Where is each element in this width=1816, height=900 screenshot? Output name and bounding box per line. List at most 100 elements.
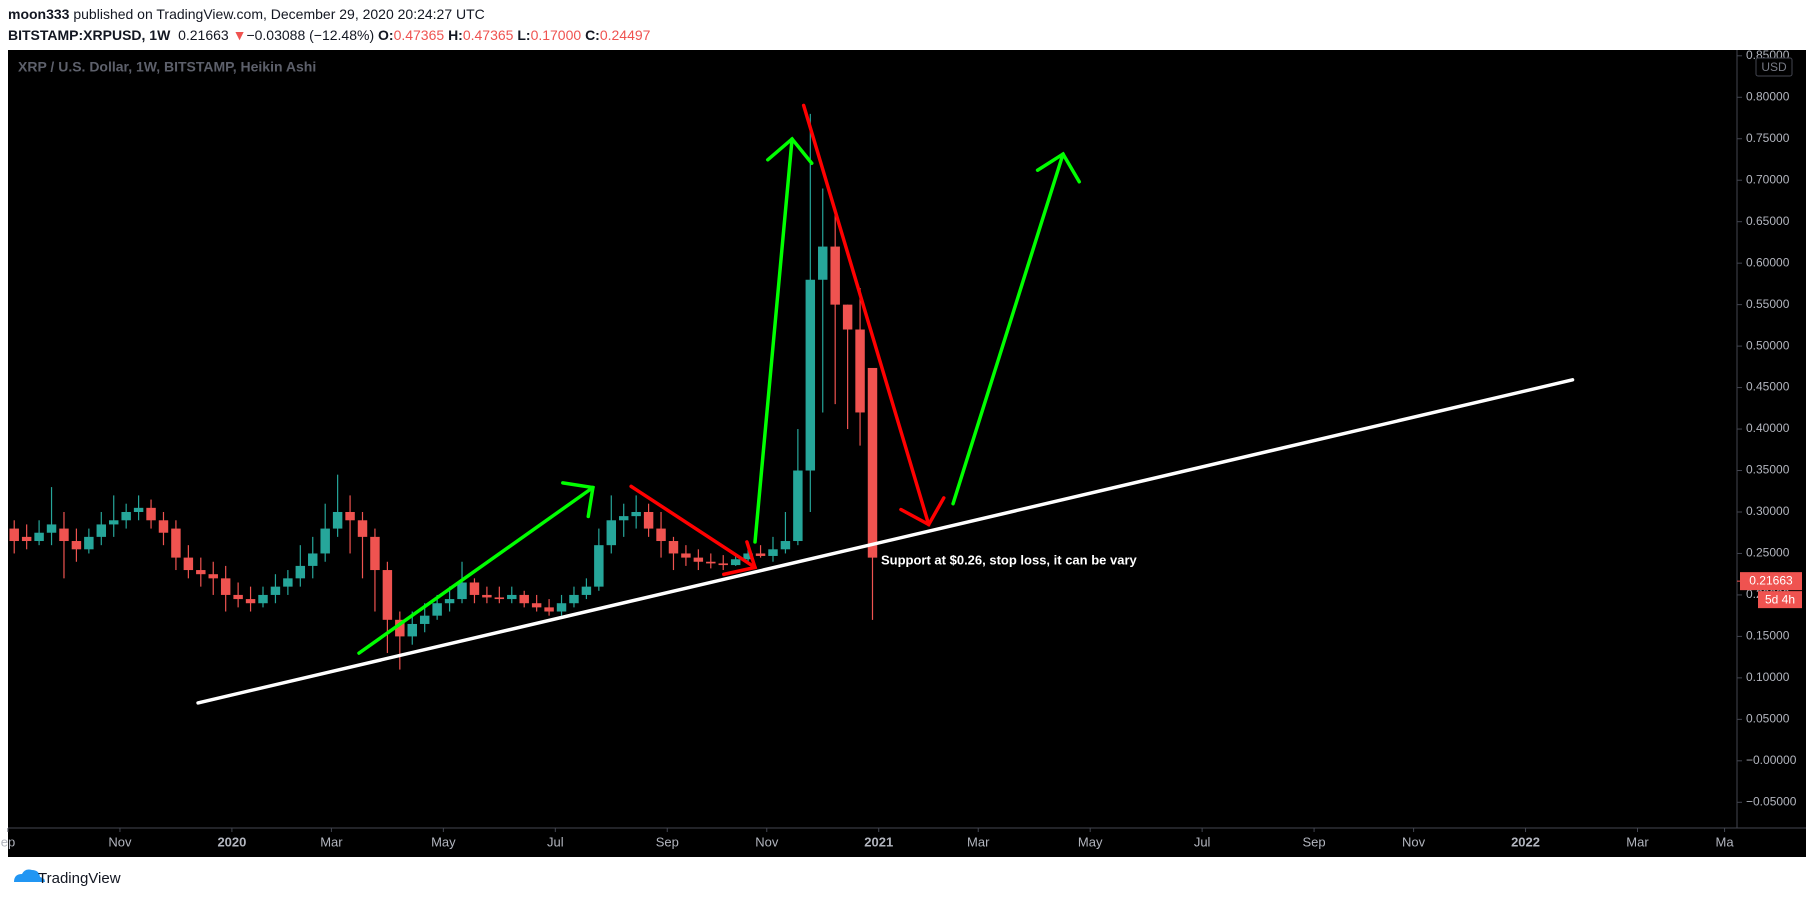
candle-body <box>780 541 791 550</box>
candle-body <box>482 594 492 598</box>
candle-body <box>96 524 107 537</box>
candle-body <box>46 524 57 533</box>
quote-line: BITSTAMP:XRPUSD, 1W 0.21663 ▼−0.03088 (−… <box>8 25 650 46</box>
y-tick-label: 0.20000 <box>1746 587 1790 601</box>
candle-body <box>668 541 679 554</box>
candle-body <box>258 594 268 604</box>
y-tick-label: 0.60000 <box>1746 255 1790 269</box>
c-value: 0.24497 <box>599 27 651 43</box>
last-price-label: 0.21663 <box>1749 573 1793 587</box>
x-tick-label: Nov <box>755 834 779 849</box>
candle-body <box>308 553 318 566</box>
y-tick-label: 0.15000 <box>1746 629 1790 643</box>
x-tick-label: 2022 <box>1511 834 1540 849</box>
candle-body <box>469 582 480 595</box>
logo-icon <box>14 869 45 882</box>
y-tick-label: 0.25000 <box>1746 546 1790 560</box>
candle-body <box>531 603 542 608</box>
candle-body <box>208 574 218 579</box>
arrow-head <box>766 136 814 166</box>
candle-body <box>171 528 181 558</box>
y-tick-label: 0.65000 <box>1746 214 1790 228</box>
y-tick-label: 0.10000 <box>1746 670 1790 684</box>
candle-body <box>233 594 243 600</box>
o-label: O: <box>378 27 394 43</box>
arrow-head <box>1035 151 1081 184</box>
y-tick-label: 0.80000 <box>1746 89 1790 103</box>
x-tick-label: Nov <box>1402 834 1426 849</box>
currency-box <box>1755 57 1793 77</box>
candle-body <box>196 570 206 575</box>
candle-body <box>494 597 505 600</box>
arrow: ▼ <box>232 27 247 43</box>
arrow-head <box>722 540 758 577</box>
candle-body <box>755 553 766 556</box>
candle-body <box>320 528 330 554</box>
candle-body <box>370 536 380 571</box>
o-value: 0.47365 <box>393 27 445 43</box>
candle-body <box>332 511 343 529</box>
y-tick-label: 0.35000 <box>1746 463 1790 477</box>
x-tick-label: Jul <box>1194 834 1211 849</box>
x-tick-label: ep <box>1 834 15 849</box>
candle-body <box>59 528 69 542</box>
countdown-box <box>1758 591 1802 609</box>
h-value: 0.47365 <box>462 27 514 43</box>
brand[interactable]: TradingView <box>38 870 121 887</box>
candle-body <box>631 511 641 517</box>
arrow-line <box>753 137 794 544</box>
candle-body <box>818 246 828 280</box>
candle-body <box>21 536 32 542</box>
candle-body <box>581 586 592 595</box>
x-tick-label: Mar <box>1626 834 1649 849</box>
y-tick-label: 0.40000 <box>1746 421 1790 435</box>
candle-body <box>457 582 467 600</box>
y-tick-label: 0.75000 <box>1746 131 1790 145</box>
header: moon333 published on TradingView.com, De… <box>8 4 650 46</box>
candle-body <box>693 557 704 562</box>
y-tick-label: 0.45000 <box>1746 380 1790 394</box>
last-price-box <box>1740 572 1802 591</box>
trendline <box>196 378 1575 705</box>
candle-body <box>706 561 716 564</box>
publish-line: moon333 published on TradingView.com, De… <box>8 4 650 25</box>
arrow-line <box>357 485 595 655</box>
y-tick-label: 0.30000 <box>1746 504 1790 518</box>
x-tick-label: Jul <box>547 834 564 849</box>
arrow-line <box>801 103 931 527</box>
candle-body <box>830 246 840 305</box>
candle-body <box>643 511 654 529</box>
last: 0.21663 <box>178 27 229 43</box>
drawings <box>196 103 1575 705</box>
candle-body <box>407 623 417 637</box>
author[interactable]: moon333 <box>8 6 70 22</box>
y-tick-label: 0.50000 <box>1746 338 1790 352</box>
candle-body <box>805 279 816 471</box>
candle-body <box>419 615 430 624</box>
x-tick-label: May <box>1078 834 1103 849</box>
x-tick-label: Sep <box>656 834 679 849</box>
candle-body <box>730 559 741 566</box>
annotation: Support at $0.26, stop loss, it can be v… <box>881 552 1138 567</box>
x-tick-label: Ma <box>1716 834 1735 849</box>
candle-body <box>395 619 405 637</box>
candle-body <box>382 570 393 620</box>
l-value: 0.17000 <box>530 27 582 43</box>
candle-body <box>295 565 306 579</box>
candle-body <box>444 599 455 604</box>
candle-body <box>245 599 256 604</box>
x-tick-label: Mar <box>320 834 343 849</box>
candle-body <box>34 532 44 542</box>
candle-body <box>9 528 19 542</box>
x-tick-label: Sep <box>1303 834 1326 849</box>
arrow-line <box>951 152 1065 506</box>
arrow-head <box>561 481 595 519</box>
candle-body <box>606 520 617 546</box>
candle-body <box>556 603 567 612</box>
candle-body <box>544 607 554 612</box>
y-tick-label: −0.00000 <box>1746 753 1797 767</box>
candle-body <box>842 304 853 330</box>
c-label: C: <box>585 27 600 43</box>
arrow-head <box>899 496 946 527</box>
